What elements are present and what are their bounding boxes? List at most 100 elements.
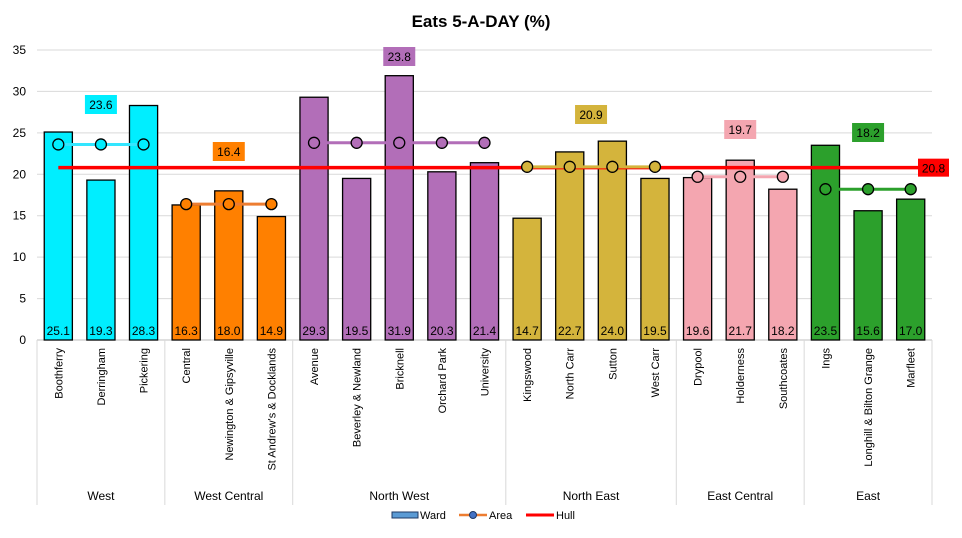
ward-bar xyxy=(512,217,542,341)
group-label: East xyxy=(856,489,881,503)
category-label: Beverley & Newland xyxy=(352,348,364,447)
group-label: North West xyxy=(369,489,429,503)
ward-bar xyxy=(341,177,372,341)
group-label: North East xyxy=(563,489,620,503)
bar-value-label: 22.7 xyxy=(558,324,582,338)
bar-value-label: 24.0 xyxy=(601,324,625,338)
bar-value-label: 19.6 xyxy=(686,324,710,338)
ward-bar xyxy=(43,131,74,341)
ward-bar xyxy=(256,215,287,341)
bar-value-label: 19.5 xyxy=(345,324,369,338)
category-label: Newington & Gipsyville xyxy=(224,348,236,461)
y-tick-label: 0 xyxy=(19,333,26,347)
area-marker xyxy=(861,183,875,196)
ward-bar xyxy=(171,204,201,341)
bar-value-label: 21.4 xyxy=(473,324,497,338)
area-marker xyxy=(435,136,449,149)
ward-bar xyxy=(682,176,713,341)
ward-bar xyxy=(86,179,116,341)
bar-value-label: 14.7 xyxy=(515,324,539,338)
ward-bar xyxy=(427,171,457,341)
area-label-box xyxy=(724,120,757,139)
y-tick-label: 20 xyxy=(13,167,27,181)
y-tick-label: 5 xyxy=(19,292,26,306)
area-label: 23.8 xyxy=(388,50,412,64)
y-tick-label: 10 xyxy=(13,250,27,264)
ward-bar xyxy=(640,177,670,341)
area-label: 19.7 xyxy=(729,123,753,137)
area-marker xyxy=(776,170,789,183)
area-marker xyxy=(520,160,534,173)
area-marker xyxy=(52,138,65,151)
area-label-box xyxy=(212,142,245,161)
area-label: 23.6 xyxy=(89,98,113,112)
y-tick-label: 30 xyxy=(13,84,27,98)
ward-bar xyxy=(895,198,926,341)
area-label-box xyxy=(84,95,117,114)
category-label: Marfleet xyxy=(906,348,918,388)
area-marker xyxy=(606,160,619,173)
area-marker xyxy=(819,183,832,196)
bar-value-label: 29.3 xyxy=(302,324,326,338)
y-tick-label: 25 xyxy=(13,126,27,140)
ward-bar xyxy=(597,140,628,341)
bar-value-label: 20.3 xyxy=(430,324,454,338)
area-label: 18.2 xyxy=(856,126,880,140)
category-label: University xyxy=(480,348,492,397)
category-label: Pickering xyxy=(139,348,151,393)
group-label: West xyxy=(87,489,115,503)
bar-value-label: 16.3 xyxy=(174,324,198,338)
category-label: West Carr xyxy=(650,348,662,398)
category-label: Central xyxy=(181,348,193,383)
category-label: Kingswood xyxy=(522,348,534,402)
legend-hull-label: Hull xyxy=(556,510,575,522)
chart-title: Eats 5-A-DAY (%) xyxy=(412,12,551,31)
legend-area-marker xyxy=(469,511,477,519)
ward-bar xyxy=(214,190,244,341)
hull-label: 20.8 xyxy=(922,162,946,176)
category-label: Bricknell xyxy=(394,348,406,390)
area-marker xyxy=(648,160,662,173)
category-label: Ings xyxy=(820,348,832,369)
area-marker xyxy=(180,197,193,211)
legend-area-label: Area xyxy=(489,510,513,522)
hull-label-box xyxy=(918,158,949,177)
area-marker xyxy=(691,170,704,183)
area-label: 16.4 xyxy=(217,145,241,159)
category-label: Orchard Park xyxy=(437,348,449,414)
ward-bar xyxy=(299,96,329,341)
area-label-box xyxy=(383,47,416,66)
area-marker xyxy=(563,160,576,173)
bar-value-label: 15.6 xyxy=(856,324,880,338)
area-marker xyxy=(137,138,150,151)
bar-value-label: 19.5 xyxy=(643,324,667,338)
bar-value-label: 25.1 xyxy=(47,324,71,338)
bar-value-label: 19.3 xyxy=(89,324,113,338)
category-label: Avenue xyxy=(309,348,321,385)
ward-bar xyxy=(853,210,883,341)
ward-bar xyxy=(768,188,798,341)
bar-value-label: 17.0 xyxy=(899,324,923,338)
category-label: Sutton xyxy=(607,348,619,380)
area-marker xyxy=(307,136,321,149)
area-label-box xyxy=(852,123,885,142)
group-label: East Central xyxy=(707,489,773,503)
area-marker xyxy=(904,183,917,196)
area-marker xyxy=(350,136,363,149)
area-marker xyxy=(393,136,406,149)
category-label: Boothferry xyxy=(53,348,65,399)
bar-value-label: 18.0 xyxy=(217,324,241,338)
y-tick-label: 15 xyxy=(13,209,27,223)
area-marker xyxy=(478,136,491,149)
area-marker xyxy=(265,197,278,211)
category-label: Derringham xyxy=(96,348,108,405)
ward-bar xyxy=(469,162,500,341)
bar-value-label: 23.5 xyxy=(814,324,838,338)
ward-bar xyxy=(810,144,841,341)
bar-value-label: 31.9 xyxy=(388,324,412,338)
area-marker xyxy=(222,197,235,211)
ward-bar xyxy=(384,75,414,341)
category-label: St Andrew's & Docklands xyxy=(266,348,278,471)
legend-ward-label: Ward xyxy=(420,510,446,522)
y-tick-label: 35 xyxy=(13,43,27,57)
